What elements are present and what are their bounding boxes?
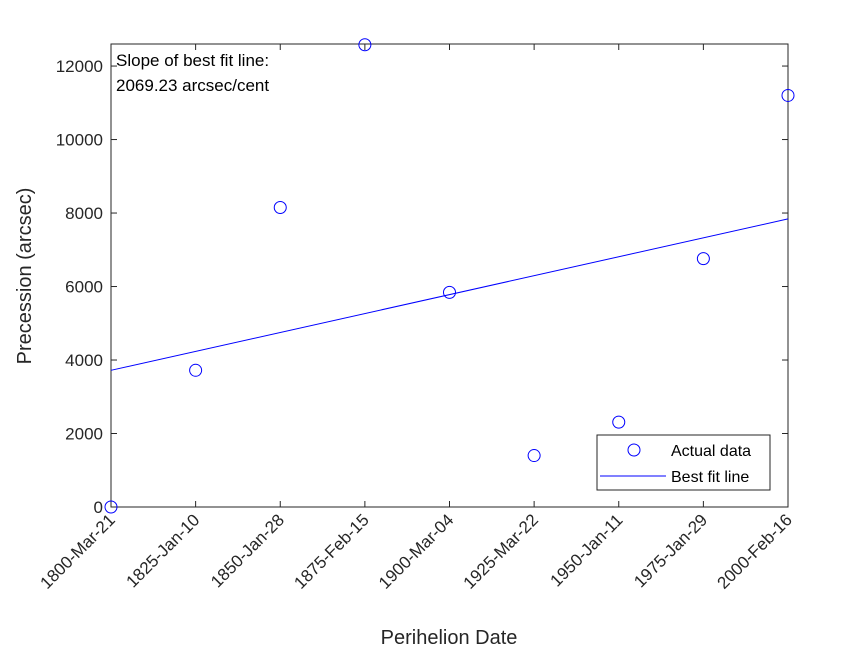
legend-label-actual-data: Actual data [671,443,751,460]
x-tick-label: 1875-Feb-15 [290,510,372,592]
y-tick-label: 4000 [65,351,103,370]
x-tick-label: 1825-Jan-10 [123,510,204,591]
slope-annotation-line1: Slope of best fit line: [116,51,269,70]
y-tick-label: 6000 [65,278,103,297]
y-tick-label: 10000 [56,131,103,150]
y-axis: 0 2000 4000 6000 8000 10000 12000 [56,57,788,517]
data-point [696,252,710,266]
y-axis-label: Precession (arcsec) [14,188,36,365]
legend-marker-actual-data [627,443,641,457]
plot-area [110,43,789,508]
x-tick-label: 1850-Jan-28 [207,510,288,591]
x-tick-label: 2000-Feb-16 [714,510,796,592]
x-tick-label: 1900-Mar-04 [375,510,457,592]
data-point [104,500,118,514]
best-fit-line [110,218,789,371]
y-tick-label: 2000 [65,425,103,444]
x-axis-label: Perihelion Date [381,627,518,649]
best-fit-line-series [110,218,789,371]
x-tick-label: 1975-Jan-29 [630,510,711,591]
y-tick-label: 8000 [65,204,103,223]
legend-box [596,434,771,491]
data-point [527,449,541,463]
data-point [189,363,203,377]
axes-box [110,43,789,508]
legend-label-best-fit-line: Best fit line [671,469,749,486]
x-tick-label: 1950-Jan-11 [547,510,627,590]
y-tick-label: 12000 [56,57,103,76]
y-tick-label: 0 [94,498,103,517]
data-point [781,88,795,102]
data-point [612,415,626,429]
data-point [358,38,372,52]
data-point [443,285,456,299]
x-tick-label: 1800-Mar-21 [37,510,119,592]
data-point [273,201,287,215]
slope-annotation-line2: 2069.23 arcsec/cent [116,76,269,95]
actual-data-series [104,38,795,514]
legend: Actual data Best fit line [596,434,771,491]
x-tick-label: 1925-Mar-22 [460,510,542,592]
